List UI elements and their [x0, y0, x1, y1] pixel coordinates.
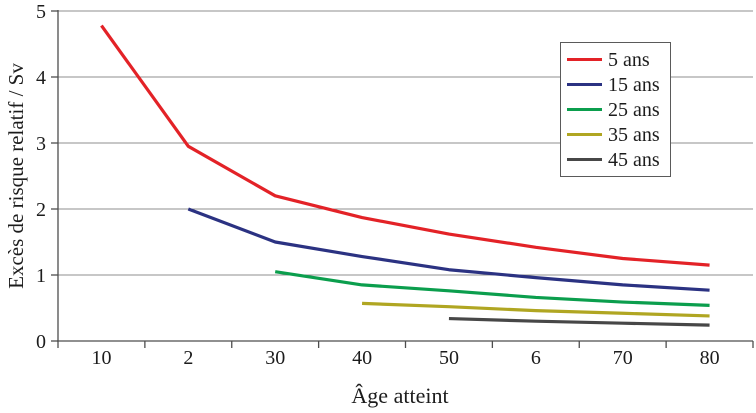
series-lines	[100, 24, 710, 327]
legend-swatch	[567, 108, 602, 111]
legend-label: 45 ans	[608, 148, 660, 171]
x-tick-label: 6	[531, 347, 541, 369]
y-tick-label: 3	[36, 133, 46, 155]
series-line-5-ans	[100, 24, 710, 267]
x-tick-label: 70	[613, 347, 633, 369]
legend-label: 25 ans	[608, 98, 660, 121]
legend-item-35-ans: 35 ans	[567, 125, 670, 145]
axes	[51, 10, 754, 348]
x-tick-label: 40	[352, 347, 372, 369]
legend-swatch	[567, 83, 602, 86]
y-tick-label: 4	[36, 67, 46, 89]
legend-item-5-ans: 5 ans	[567, 50, 670, 70]
y-tick-label: 5	[36, 1, 46, 23]
legend: 5 ans 15 ans 25 ans 35 ans 45 ans	[560, 42, 671, 177]
y-axis-title: Excès de risque relatif / Sv	[4, 63, 28, 289]
x-tick-label: 50	[439, 347, 459, 369]
series-line-35-ans	[362, 301, 710, 318]
legend-item-25-ans: 25 ans	[567, 100, 670, 120]
x-tick-label: 2	[183, 347, 193, 369]
legend-item-45-ans: 45 ans	[567, 150, 670, 170]
x-axis-title: Âge atteint	[351, 383, 448, 408]
series-line-25-ans	[274, 270, 710, 307]
series-line-45-ans	[448, 316, 710, 327]
x-tick-label: 80	[700, 347, 720, 369]
x-tick-label: 30	[265, 347, 285, 369]
legend-label: 35 ans	[608, 123, 660, 146]
legend-swatch	[567, 133, 602, 136]
legend-swatch	[567, 158, 602, 161]
legend-item-15-ans: 15 ans	[567, 75, 670, 95]
y-tick-label: 2	[36, 199, 46, 221]
y-tick-label: 0	[36, 331, 46, 353]
y-tick-label: 1	[36, 265, 46, 287]
legend-label: 15 ans	[608, 73, 660, 96]
legend-label: 5 ans	[608, 48, 650, 71]
tick-labels: 0 1 2 3 4 5 10 2 30 40 50 6 70 80	[36, 1, 720, 369]
x-tick-label: 10	[91, 347, 111, 369]
legend-swatch	[567, 58, 602, 61]
series-line-15-ans	[187, 207, 710, 292]
